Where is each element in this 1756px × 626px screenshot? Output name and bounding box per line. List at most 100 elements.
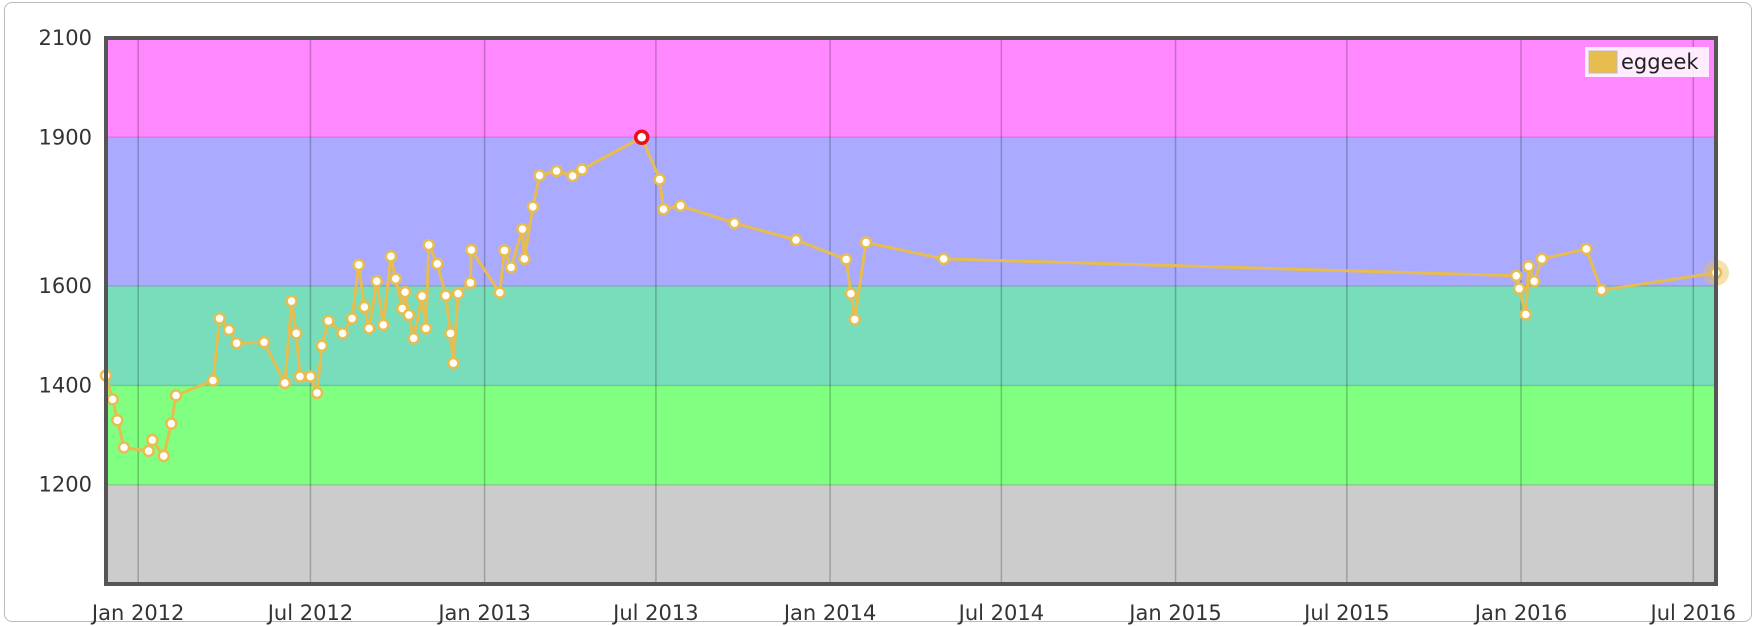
data-point-max [633, 129, 650, 146]
data-point-68 [1519, 308, 1533, 321]
data-point-27 [370, 274, 383, 288]
rating-bands [106, 38, 1716, 584]
data-point-52 [550, 164, 563, 178]
data-point-16 [289, 327, 303, 340]
data-point-1 [106, 393, 119, 406]
x-tick-label-3: Jul 2013 [611, 601, 698, 625]
band-1600-1900 [106, 137, 1716, 287]
legend-swatch-eggeek [1588, 50, 1618, 74]
data-point-15 [285, 294, 298, 308]
data-point-35 [415, 289, 429, 303]
series-eggeek [99, 129, 1729, 463]
data-point-9 [206, 374, 220, 387]
data-point-63 [848, 313, 861, 326]
band-1000-1200 [106, 484, 1716, 584]
data-point-56 [653, 173, 666, 186]
data-point-65 [937, 252, 950, 266]
data-point-70 [1528, 274, 1541, 288]
data-point-41 [447, 356, 460, 370]
data-point-14 [278, 376, 292, 390]
x-tick-label-1: Jul 2012 [266, 601, 353, 625]
data-point-6 [157, 449, 170, 463]
data-point-48 [516, 222, 529, 236]
data-point-11 [222, 323, 236, 337]
data-point-44 [465, 243, 478, 257]
y-tick-label-2100: 2100 [39, 26, 92, 50]
data-point-34 [407, 332, 420, 345]
x-tick-label-2: Jan 2013 [436, 601, 531, 625]
data-point-66 [1510, 269, 1523, 283]
data-point-33 [402, 308, 416, 322]
data-point-58 [674, 199, 687, 213]
data-point-10 [213, 312, 226, 325]
data-point-43 [464, 276, 477, 289]
data-point-62 [844, 287, 858, 300]
x-tick-label-4: Jan 2014 [782, 601, 877, 625]
data-point-59 [728, 216, 741, 230]
data-point-28 [377, 318, 390, 332]
legend-label-eggeek: eggeek [1621, 50, 1699, 74]
data-point-38 [431, 257, 444, 271]
data-point-24 [352, 258, 365, 272]
data-point-42 [451, 287, 465, 300]
data-point-2 [111, 413, 124, 427]
data-point-73 [1595, 283, 1608, 297]
data-point-25 [358, 300, 371, 314]
data-point-8 [169, 389, 183, 402]
x-tick-label-7: Jul 2015 [1302, 601, 1389, 625]
data-point-32 [398, 285, 412, 299]
data-point-57 [657, 202, 670, 216]
data-point-47 [504, 261, 518, 274]
data-point-23 [345, 312, 359, 325]
plot-border [104, 36, 1718, 586]
data-point-54 [575, 163, 589, 176]
data-point-18 [304, 370, 317, 383]
data-point-53 [566, 169, 579, 183]
data-point-7 [165, 417, 178, 430]
x-tick-label-5: Jul 2014 [957, 601, 1044, 625]
data-point-20 [315, 339, 329, 352]
data-point-72 [1580, 242, 1593, 256]
legend[interactable]: eggeek [1585, 47, 1709, 77]
data-point-36 [419, 322, 433, 335]
data-point-29 [384, 250, 398, 263]
data-point-64 [859, 236, 873, 249]
data-point-4 [142, 444, 155, 458]
data-point-51 [533, 169, 546, 182]
y-tick-label-1600: 1600 [39, 274, 92, 298]
grid-lines [106, 37, 1716, 584]
y-axis-labels: 1200 1400 1600 1900 2100 [39, 26, 92, 497]
data-point-61 [839, 253, 853, 266]
y-tick-label-1400: 1400 [39, 373, 92, 397]
data-point-69 [1522, 260, 1535, 273]
data-point-39 [439, 289, 453, 302]
data-point-17 [293, 370, 307, 383]
band-1200-1400 [106, 385, 1716, 485]
data-point-67 [1512, 282, 1526, 295]
data-point-21 [322, 314, 335, 328]
data-point-71 [1535, 252, 1549, 266]
data-point-37 [422, 238, 436, 252]
band-1900-2100 [106, 38, 1716, 138]
data-point-46 [498, 244, 511, 257]
data-point-22 [336, 327, 349, 340]
data-point-49 [518, 252, 531, 266]
x-tick-label-9: Jul 2016 [1649, 601, 1736, 625]
data-point-60 [789, 233, 803, 247]
data-point-26 [362, 322, 376, 335]
data-point-50 [526, 200, 540, 214]
data-point-5 [146, 433, 159, 447]
y-tick-label-1200: 1200 [39, 473, 92, 497]
data-point-45 [493, 286, 506, 299]
data-point-3 [117, 441, 131, 454]
x-axis-labels: Jan 2012 Jul 2012 Jan 2013 Jul 2013 Jan 2014… [90, 601, 1736, 625]
data-point-40 [444, 327, 457, 340]
x-tick-label-6: Jan 2015 [1127, 601, 1222, 625]
data-point-19 [310, 386, 324, 400]
data-point-13 [257, 336, 271, 349]
x-tick-label-8: Jan 2016 [1473, 601, 1568, 625]
x-tick-label-0: Jan 2012 [90, 601, 185, 625]
data-point-12 [230, 337, 243, 350]
y-tick-label-1900: 1900 [39, 125, 92, 149]
